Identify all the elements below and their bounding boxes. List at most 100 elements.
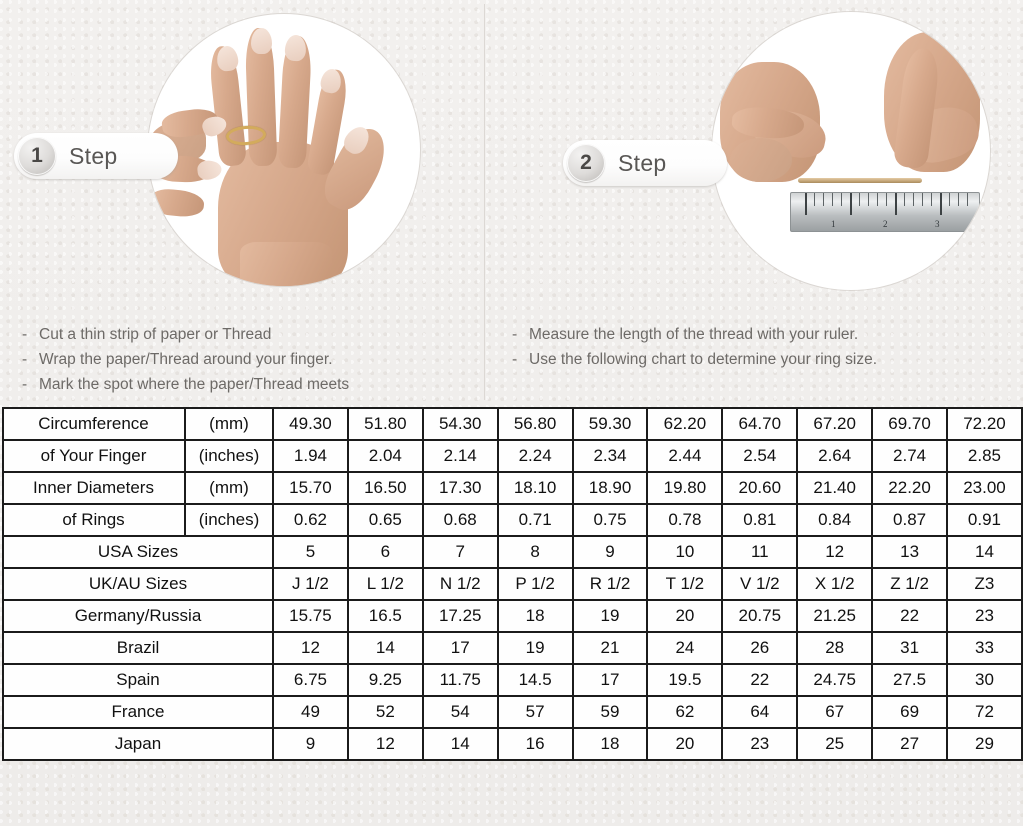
ruler-mark-3: 3 — [935, 219, 940, 229]
data-cell: 15.75 — [272, 599, 349, 633]
data-cell: 2.54 — [721, 439, 799, 473]
row-label: USA Sizes — [2, 535, 274, 569]
data-cell: 9 — [571, 535, 649, 569]
data-cell: 20 — [646, 599, 724, 633]
data-cell: 69 — [871, 695, 949, 729]
step-1-label: Step — [69, 142, 118, 169]
bullet-dash: - — [22, 326, 28, 343]
step-1-instructions: - Cut a thin strip of paper or Thread - … — [22, 322, 349, 397]
step-1-badge: 1 Step — [14, 133, 178, 179]
table-row: USA Sizes 5 6 7 8 9 10 11 12 13 14 — [2, 535, 1023, 569]
data-cell: Z 1/2 — [871, 567, 949, 601]
data-cell: 56.80 — [496, 407, 574, 441]
instruction-text: Wrap the paper/Thread around your finger… — [39, 351, 333, 368]
data-cell: L 1/2 — [346, 567, 424, 601]
data-cell: 12 — [796, 535, 874, 569]
instruction-text: Mark the spot where the paper/Thread mee… — [39, 376, 350, 393]
data-cell: 20 — [646, 727, 724, 761]
data-cell: 12 — [272, 631, 349, 665]
data-cell: 16.50 — [346, 471, 424, 505]
data-cell: 59 — [571, 695, 649, 729]
ring-size-chart-table: Circumference (mm) 49.30 51.80 54.30 56.80 59.… — [2, 407, 1023, 761]
step-2-badge: 2 Step — [563, 140, 727, 186]
ruler-mark-1: 1 — [831, 219, 836, 229]
row-label: France — [2, 695, 274, 729]
data-cell: 62 — [646, 695, 724, 729]
data-cell: 72.20 — [946, 407, 1023, 441]
data-cell: 2.04 — [346, 439, 424, 473]
row-unit: (inches) — [184, 503, 274, 537]
data-cell: 24 — [646, 631, 724, 665]
data-cell: 59.30 — [571, 407, 649, 441]
data-cell: R 1/2 — [571, 567, 649, 601]
bullet-dash: - — [512, 326, 518, 343]
data-cell: 64 — [721, 695, 799, 729]
data-cell: 19.5 — [646, 663, 724, 697]
bullet-dash: - — [512, 351, 518, 368]
data-cell: 33 — [946, 631, 1023, 665]
instruction-line: - Cut a thin strip of paper or Thread — [22, 322, 349, 347]
data-cell: 57 — [496, 695, 574, 729]
step-2-instructions: - Measure the length of the thread with … — [512, 322, 877, 372]
data-cell: 0.87 — [871, 503, 949, 537]
table-row: France 49 52 54 57 59 62 64 67 69 72 — [2, 695, 1023, 729]
data-cell: 54 — [421, 695, 499, 729]
data-cell: 31 — [871, 631, 949, 665]
step-1-photo — [148, 14, 420, 286]
data-cell: 14.5 — [496, 663, 574, 697]
data-cell: 0.68 — [421, 503, 499, 537]
data-cell: 25 — [796, 727, 874, 761]
data-cell: 0.71 — [496, 503, 574, 537]
row-label: Brazil — [2, 631, 274, 665]
data-cell: 67.20 — [796, 407, 874, 441]
data-cell: 69.70 — [871, 407, 949, 441]
row-unit: (inches) — [184, 439, 274, 473]
data-cell: 11 — [721, 535, 799, 569]
data-cell: 19 — [496, 631, 574, 665]
instruction-line: - Use the following chart to determine y… — [512, 347, 877, 372]
table-row: Germany/Russia 15.75 16.5 17.25 18 19 20 20.75 2… — [2, 599, 1023, 633]
data-cell: 14 — [346, 631, 424, 665]
data-cell: 17 — [571, 663, 649, 697]
data-cell: 13 — [871, 535, 949, 569]
data-cell: 1.94 — [272, 439, 349, 473]
table-row: of Your Finger (inches) 1.94 2.04 2.14 2.24 2.… — [2, 439, 1023, 473]
data-cell: 0.75 — [571, 503, 649, 537]
step-1-number: 1 — [18, 137, 56, 175]
data-cell: 0.65 — [346, 503, 424, 537]
data-cell: 2.24 — [496, 439, 574, 473]
data-cell: 6.75 — [272, 663, 349, 697]
data-cell: 2.64 — [796, 439, 874, 473]
data-cell: 51.80 — [346, 407, 424, 441]
data-cell: 22.20 — [871, 471, 949, 505]
row-label: UK/AU Sizes — [2, 567, 274, 601]
data-cell: 30 — [946, 663, 1023, 697]
step-2-photo: 1 2 3 — [712, 12, 990, 290]
data-cell: 23.00 — [946, 471, 1023, 505]
data-cell: 2.14 — [421, 439, 499, 473]
data-cell: 49 — [272, 695, 349, 729]
data-cell: 17.25 — [421, 599, 499, 633]
data-cell: 0.78 — [646, 503, 724, 537]
data-cell: 9.25 — [346, 663, 424, 697]
data-cell: 72 — [946, 695, 1023, 729]
data-cell: X 1/2 — [796, 567, 874, 601]
data-cell: J 1/2 — [272, 567, 349, 601]
data-cell: 27 — [871, 727, 949, 761]
data-cell: 21.40 — [796, 471, 874, 505]
step-2-number: 2 — [567, 144, 605, 182]
data-cell: 12 — [346, 727, 424, 761]
data-cell: 20.60 — [721, 471, 799, 505]
data-cell: 22 — [721, 663, 799, 697]
ruler-illustration: 1 2 3 — [712, 12, 990, 290]
data-cell: 16 — [496, 727, 574, 761]
instructions-section: 1 2 3 1 Step 2 Step - Cut a thin strip o… — [0, 0, 1023, 404]
instruction-line: - Mark the spot where the paper/Thread m… — [22, 372, 349, 397]
data-cell: 29 — [946, 727, 1023, 761]
data-cell: 8 — [496, 535, 574, 569]
bullet-dash: - — [22, 351, 28, 368]
data-cell: 67 — [796, 695, 874, 729]
instruction-text: Use the following chart to determine you… — [529, 351, 878, 368]
row-unit: (mm) — [184, 471, 274, 505]
data-cell: 52 — [346, 695, 424, 729]
